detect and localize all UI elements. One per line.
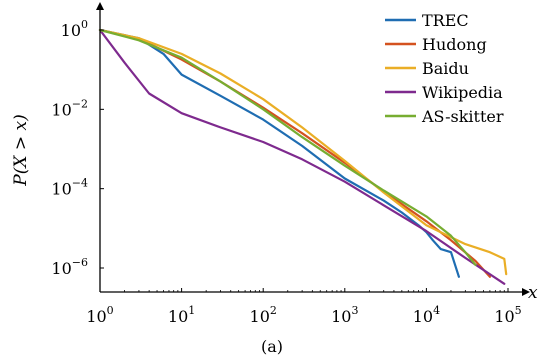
series-line-as-skitter	[98, 28, 477, 266]
legend-label-hudong: Hudong	[422, 35, 487, 54]
legend-label-trec: TREC	[422, 11, 469, 30]
x-tick-label: 104	[413, 304, 440, 326]
series-line-baidu	[98, 28, 508, 276]
series-line-wikipedia	[98, 28, 506, 285]
x-axis-arrow	[522, 288, 530, 296]
legend-label-as-skitter: AS-skitter	[421, 107, 504, 126]
x-axis-label: x	[528, 283, 538, 303]
chart-caption: (a)	[261, 337, 283, 356]
x-tick-label: 103	[331, 304, 358, 326]
y-axis-arrow	[96, 2, 104, 10]
x-tick-label: 101	[168, 304, 195, 326]
series-line-trec	[98, 28, 460, 278]
x-tick-label: 105	[494, 304, 521, 326]
legend: TREC Hudong Baidu Wikipedia AS-skitter	[385, 11, 504, 126]
ticks-layer: 100 101 102 103 104 105 100 10−2 10−4 10−6	[51, 18, 521, 326]
x-tick-label: 100	[86, 304, 113, 326]
plot-layer	[98, 28, 508, 285]
y-tick-label: 10−6	[51, 256, 88, 278]
series-line-hudong	[98, 28, 491, 278]
y-tick-label: 100	[61, 18, 88, 40]
legend-label-baidu: Baidu	[422, 59, 469, 78]
y-tick-label: 10−4	[51, 177, 88, 199]
y-tick-label: 10−2	[51, 97, 88, 119]
axes-layer	[96, 2, 530, 296]
y-axis-label: P(X > x)	[11, 114, 31, 186]
x-tick-label: 102	[250, 304, 277, 326]
legend-label-wikipedia: Wikipedia	[422, 83, 503, 102]
